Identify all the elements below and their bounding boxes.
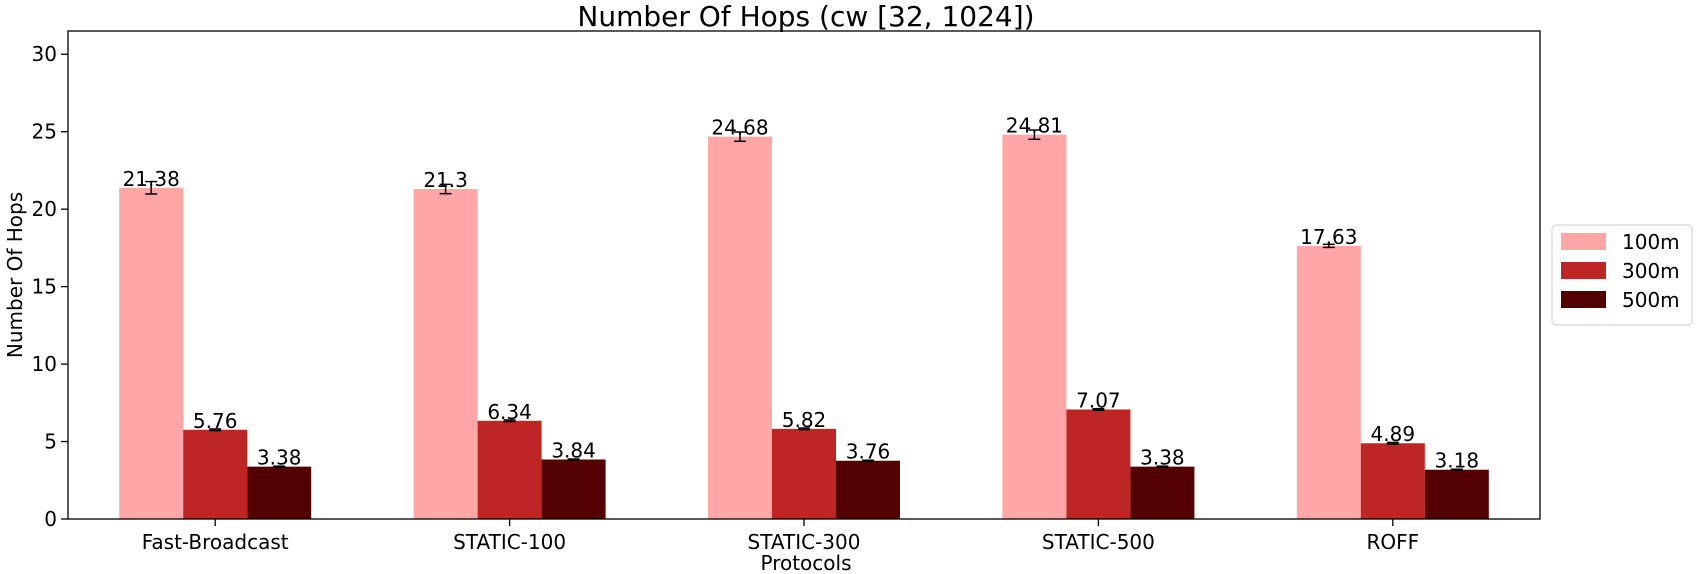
- data-label: 5.82: [782, 408, 827, 432]
- x-tick-label: Fast-Broadcast: [142, 530, 289, 554]
- y-axis-ticks: 0 5 10 15 20 25 30: [32, 42, 68, 531]
- legend-label: 300m: [1622, 259, 1680, 283]
- y-tick-label: 30: [32, 42, 57, 66]
- legend: 100m 300m 500m: [1551, 224, 1693, 326]
- bar: [708, 136, 772, 519]
- bar: [772, 428, 836, 519]
- legend-swatch: [1561, 233, 1606, 250]
- legend-swatch: [1561, 291, 1606, 308]
- data-label: 3.84: [551, 439, 596, 463]
- data-label: 3.38: [1140, 446, 1185, 470]
- bar: [183, 429, 248, 519]
- bar: [477, 420, 542, 519]
- y-tick-label: 5: [44, 430, 57, 454]
- data-label: 3.76: [846, 440, 891, 464]
- x-tick-label: ROFF: [1366, 530, 1419, 554]
- data-label: 3.38: [257, 446, 302, 470]
- bar: [247, 466, 312, 519]
- bar: [1360, 443, 1425, 519]
- x-tick-label: STATIC-500: [1042, 530, 1155, 554]
- y-axis-label: Number Of Hops: [3, 192, 27, 358]
- y-tick-label: 10: [32, 352, 57, 376]
- bar: [119, 187, 184, 520]
- data-label: 17.63: [1300, 225, 1357, 249]
- chart-title: Number Of Hops (cw [32, 1024]): [577, 0, 1034, 33]
- data-label: 24.68: [711, 116, 768, 140]
- data-label: 21.3: [423, 168, 468, 192]
- x-tick-label: STATIC-300: [748, 530, 861, 554]
- legend-label: 100m: [1622, 230, 1680, 254]
- x-axis-label: Protocols: [760, 551, 851, 574]
- legend-label: 500m: [1622, 288, 1680, 312]
- data-label: 5.76: [193, 409, 238, 433]
- plot-frame: [67, 30, 1541, 520]
- y-tick-label: 15: [32, 275, 57, 299]
- bar: [1130, 466, 1195, 519]
- data-label: 7.07: [1076, 388, 1121, 412]
- bar: [1066, 409, 1131, 519]
- y-tick-label: 0: [44, 507, 57, 531]
- x-tick-label: STATIC-100: [453, 530, 566, 554]
- bars-layer: 21.38 5.76 3.38 21.3 6.34 3.84 24.68 5.82 3.76 24…: [119, 114, 1489, 520]
- bar: [1424, 469, 1489, 519]
- bar: [1002, 134, 1067, 519]
- data-label: 21.38: [123, 167, 180, 191]
- bar: [1296, 245, 1361, 519]
- data-label: 6.34: [487, 400, 532, 424]
- legend-swatch: [1561, 262, 1606, 279]
- bar: [541, 459, 606, 519]
- y-tick-label: 20: [32, 197, 57, 221]
- data-label: 3.18: [1435, 449, 1480, 473]
- data-label: 24.81: [1006, 114, 1063, 138]
- data-label: 4.89: [1371, 422, 1416, 446]
- x-axis-ticks: Fast-Broadcast STATIC-100 STATIC-300 STATIC…: [142, 519, 1419, 554]
- bar: [413, 189, 478, 519]
- y-tick-label: 25: [32, 120, 57, 144]
- bar: [836, 460, 900, 519]
